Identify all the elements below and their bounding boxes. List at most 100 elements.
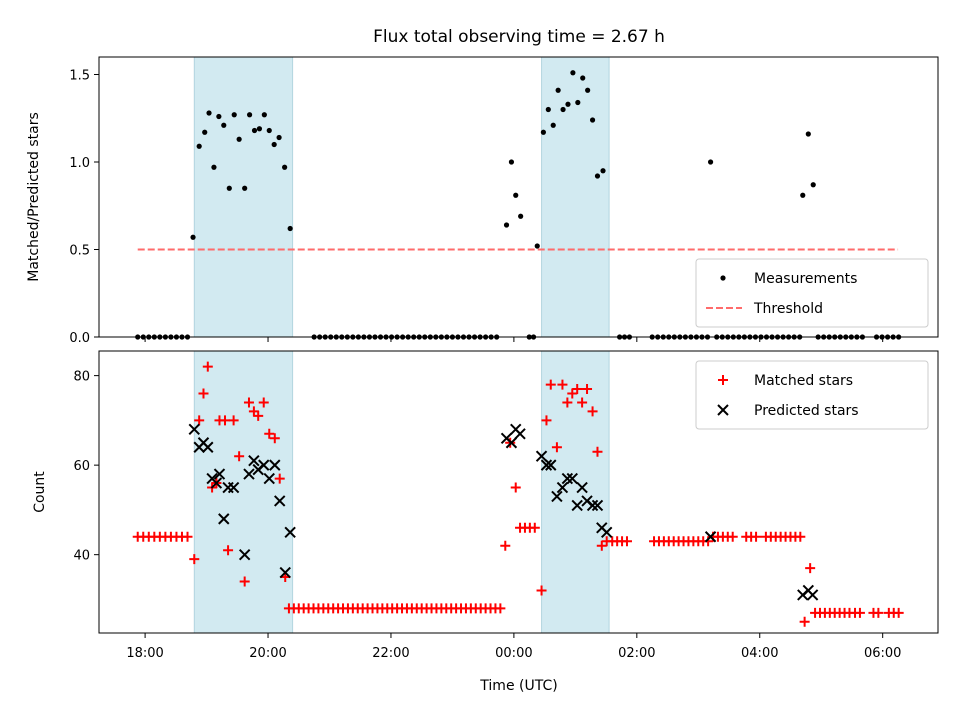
ratio-point-dot — [805, 131, 811, 137]
x-axis-label: Time (UTC) — [479, 678, 557, 694]
count-point-plus — [500, 540, 511, 551]
ratio-y-tick-label: 1.5 — [69, 69, 90, 84]
ratio-point-dot — [251, 127, 258, 134]
legend-label: Predicted stars — [754, 403, 859, 419]
ratio-point-dot — [580, 75, 586, 81]
ratio-point-dot — [271, 141, 277, 148]
count-point-plus — [541, 415, 552, 426]
ratio-point-dot — [246, 112, 253, 118]
ratio-point-dot — [600, 168, 606, 174]
ratio-y-tick-label: 0.0 — [69, 331, 90, 346]
count-point-plus — [253, 410, 264, 421]
ratio-point-dot — [242, 185, 248, 191]
count-point-plus — [587, 406, 598, 417]
count-point-plus — [582, 384, 593, 395]
ratio-point-dot — [585, 87, 591, 93]
ratio-legend-box — [695, 258, 929, 328]
ratio-point-dot — [550, 122, 556, 128]
count-point-plus — [243, 397, 254, 408]
x-tick-label: 22:00 — [372, 646, 409, 661]
ratio-point-dot — [534, 243, 540, 249]
count-series-0 — [132, 361, 904, 627]
count-point-plus — [202, 361, 213, 372]
x-tick-label: 18:00 — [126, 646, 163, 661]
ratio-point-dot — [575, 99, 581, 106]
count-point-plus — [258, 397, 269, 408]
ratio-panel: 0.0 0.5 1.0 1.5 Matched/Predicted stars Mea… — [26, 56, 939, 346]
ratio-point-dot — [560, 106, 566, 113]
count-point-plus — [536, 585, 547, 596]
ratio-point-dot — [190, 234, 196, 240]
ratio-observing-window-0 — [193, 56, 294, 338]
count-point-x — [561, 472, 574, 485]
count-point-x — [806, 589, 819, 601]
legend-swatch-dot — [720, 275, 726, 281]
ratio-point-dot — [810, 182, 816, 188]
chart-title: Flux total observing time = 2.67 h — [373, 27, 665, 47]
ratio-point-dot — [231, 112, 237, 118]
x-tick-label: 04:00 — [741, 646, 778, 661]
count-point-plus — [510, 482, 521, 493]
count-point-plus — [751, 531, 762, 542]
count-point-plus — [551, 442, 562, 453]
count-point-plus — [592, 446, 603, 457]
count-point-x — [571, 499, 583, 512]
count-panel: 40 60 80 18:00 20:00 22:00 00:00 02:00 04:00 06:… — [32, 350, 939, 661]
count-point-plus — [264, 428, 275, 439]
count-point-plus — [220, 415, 231, 426]
count-point-x — [514, 428, 526, 440]
ratio-point-dot — [221, 122, 227, 128]
ratio-point-dot — [503, 222, 510, 228]
count-point-x — [586, 499, 599, 512]
ratio-point-dot — [256, 126, 263, 132]
ratio-point-dot — [513, 192, 519, 198]
ratio-point-dot — [276, 134, 282, 141]
count-point-plus — [577, 397, 588, 408]
count-point-plus — [198, 388, 209, 399]
ratio-point-dot — [206, 110, 212, 116]
ratio-point-dot — [211, 164, 217, 170]
count-y-tick-label: 80 — [73, 370, 90, 385]
count-point-x — [188, 423, 200, 436]
count-point-plus — [269, 433, 280, 444]
count-point-x — [202, 441, 214, 453]
count-point-x — [258, 459, 270, 471]
count-point-plus — [239, 576, 250, 587]
count-point-x — [248, 454, 260, 467]
legend-label: Threshold — [753, 301, 823, 317]
count-point-x — [540, 459, 553, 471]
ratio-point-dot — [800, 192, 806, 198]
ratio-y-tick-label: 0.5 — [69, 244, 90, 259]
count-series-1 — [188, 423, 819, 601]
ratio-point-dot — [555, 87, 561, 93]
count-point-plus — [495, 603, 506, 614]
ratio-point-dot — [545, 106, 551, 113]
count-point-x — [269, 459, 281, 471]
legend-swatch-plus — [718, 375, 728, 385]
count-point-plus — [189, 554, 200, 565]
legend-swatch-x — [717, 404, 729, 416]
count-point-x — [284, 526, 296, 538]
count-observing-window-0 — [193, 350, 294, 634]
count-point-plus — [182, 531, 193, 542]
ratio-legend: Measurements Threshold — [695, 258, 929, 328]
ratio-point-dot — [287, 225, 293, 232]
count-point-plus — [274, 473, 285, 484]
count-point-x — [545, 459, 557, 471]
ratio-point-dot — [508, 159, 515, 165]
count-point-x — [243, 468, 255, 480]
count-point-x — [213, 468, 226, 480]
ratio-point-dot — [282, 164, 288, 170]
ratio-point-dot — [707, 159, 714, 165]
legend-label: Measurements — [754, 271, 857, 287]
ratio-observing-window-1 — [541, 56, 610, 338]
count-point-plus — [562, 397, 573, 408]
x-tick-label: 00:00 — [495, 646, 532, 661]
count-point-plus — [805, 563, 816, 574]
count-point-plus — [621, 536, 632, 547]
count-point-plus — [194, 415, 205, 426]
count-point-x — [218, 513, 230, 525]
count-point-plus — [545, 379, 556, 390]
count-point-x — [566, 472, 578, 485]
